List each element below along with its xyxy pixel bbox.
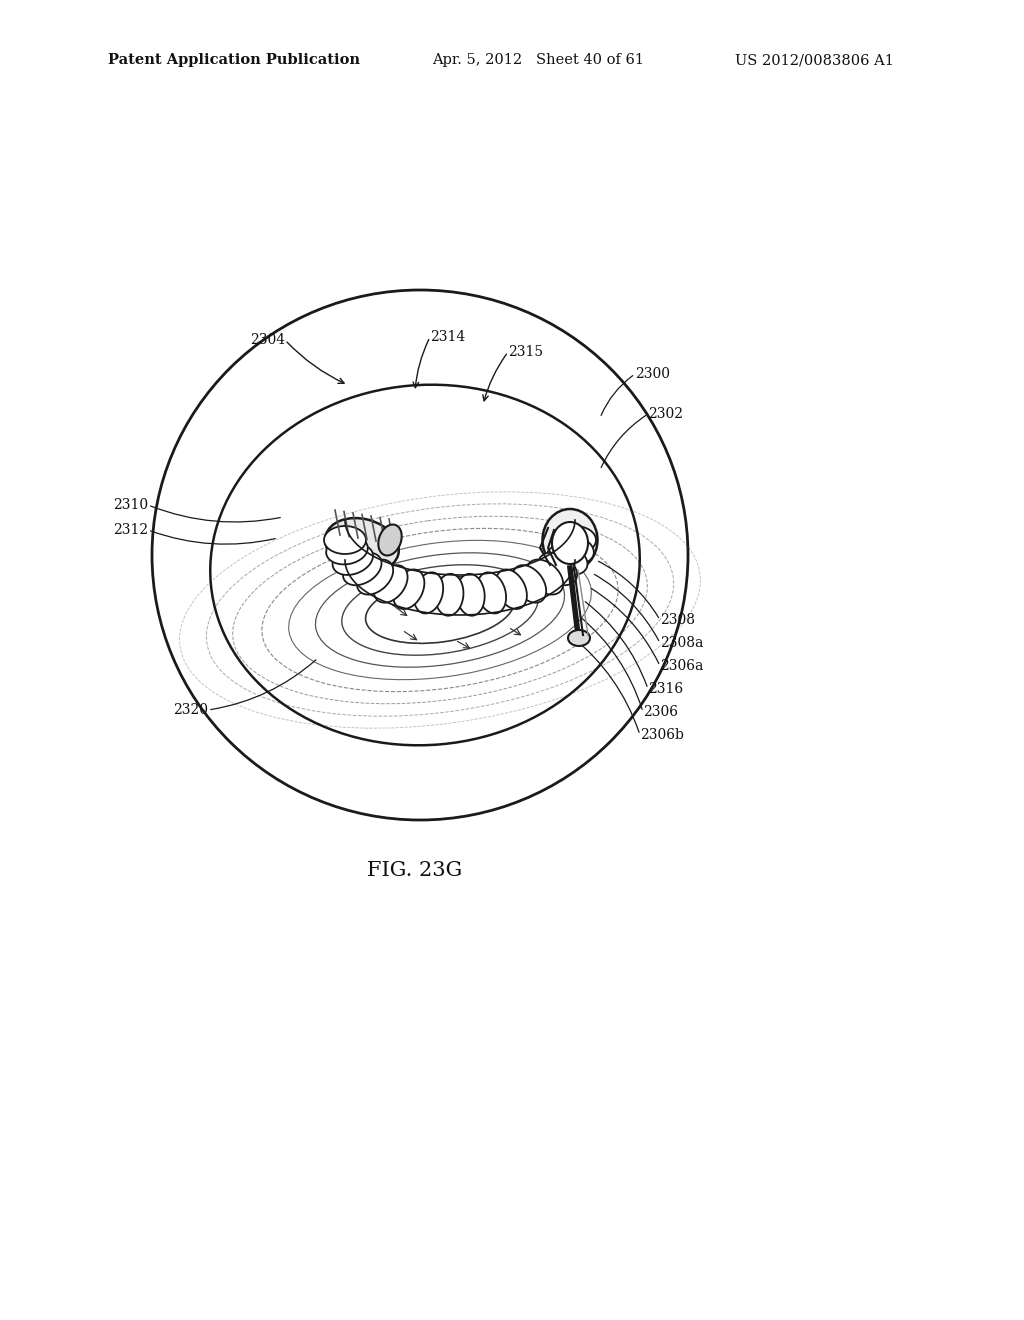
- Text: Apr. 5, 2012   Sheet 40 of 61: Apr. 5, 2012 Sheet 40 of 61: [432, 53, 644, 67]
- Text: 2306a: 2306a: [660, 659, 703, 673]
- Ellipse shape: [393, 569, 424, 609]
- Ellipse shape: [457, 574, 484, 615]
- Text: Patent Application Publication: Patent Application Publication: [108, 53, 360, 67]
- Text: 2312: 2312: [113, 523, 148, 537]
- Ellipse shape: [568, 630, 590, 645]
- Ellipse shape: [554, 525, 596, 554]
- Ellipse shape: [414, 573, 443, 614]
- Ellipse shape: [552, 521, 588, 564]
- Ellipse shape: [326, 517, 398, 572]
- Text: 2308a: 2308a: [660, 636, 703, 649]
- Ellipse shape: [435, 574, 464, 615]
- Ellipse shape: [378, 524, 401, 556]
- Text: US 2012/0083806 A1: US 2012/0083806 A1: [735, 53, 894, 67]
- Text: 2306: 2306: [643, 705, 678, 719]
- Ellipse shape: [356, 560, 393, 594]
- Ellipse shape: [333, 545, 373, 576]
- Ellipse shape: [512, 565, 546, 603]
- Ellipse shape: [374, 565, 408, 603]
- Text: 2308: 2308: [660, 612, 695, 627]
- Ellipse shape: [496, 569, 527, 609]
- Text: 2315: 2315: [508, 345, 543, 359]
- Text: FIG. 23G: FIG. 23G: [368, 861, 463, 879]
- Text: 2302: 2302: [648, 407, 683, 421]
- Text: 2316: 2316: [648, 682, 683, 696]
- Ellipse shape: [327, 536, 368, 565]
- Text: 2310: 2310: [113, 498, 148, 512]
- Ellipse shape: [552, 536, 594, 565]
- Text: 2300: 2300: [635, 367, 670, 381]
- Text: 2314: 2314: [430, 330, 465, 345]
- Text: 2304: 2304: [250, 333, 285, 347]
- Ellipse shape: [477, 573, 506, 614]
- Ellipse shape: [324, 525, 366, 554]
- Ellipse shape: [543, 510, 597, 572]
- Text: 2320: 2320: [173, 704, 208, 717]
- Ellipse shape: [547, 545, 588, 576]
- Ellipse shape: [526, 560, 563, 594]
- Text: 2306b: 2306b: [640, 729, 684, 742]
- Ellipse shape: [539, 553, 578, 585]
- Ellipse shape: [343, 553, 382, 585]
